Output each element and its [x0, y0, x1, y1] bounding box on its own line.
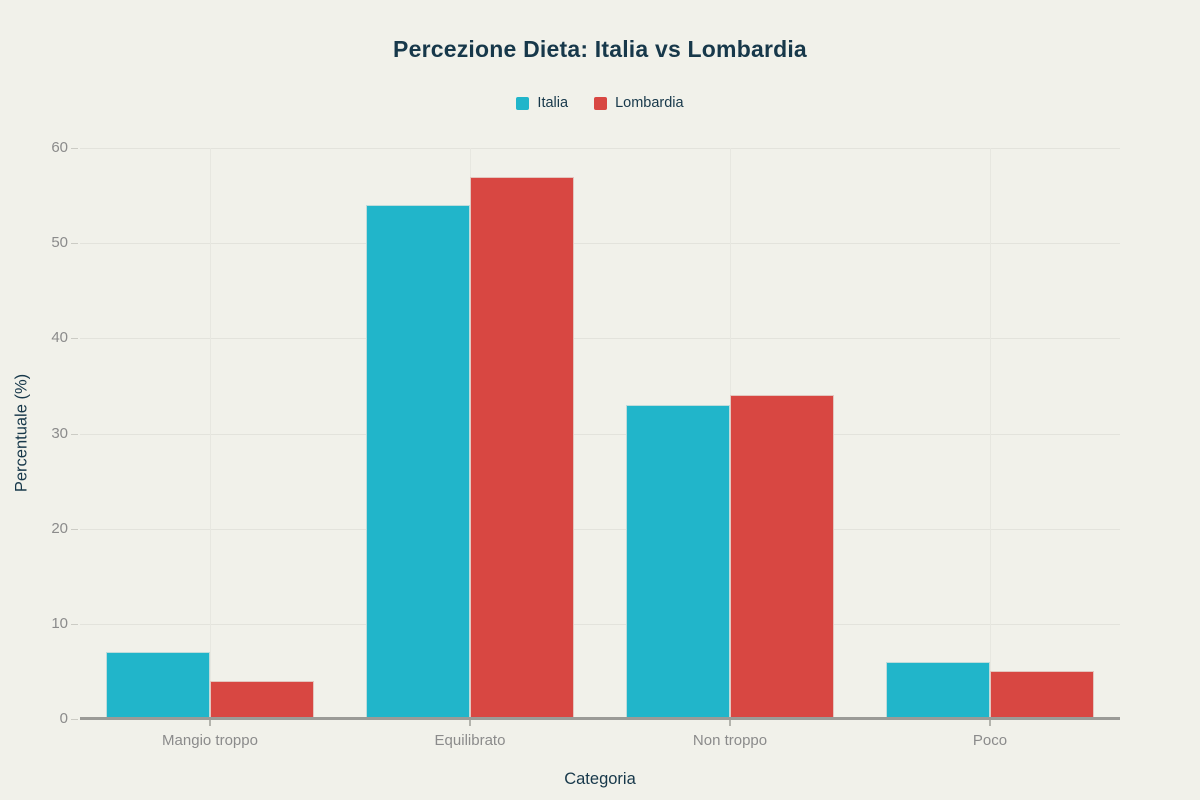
legend-label: Italia [537, 95, 569, 111]
x-axis-title: Categoria [564, 770, 636, 788]
x-tick-label: Poco [972, 732, 1008, 749]
y-tick-mark [71, 623, 78, 625]
legend-item-lombardia[interactable]: Lombardia [594, 95, 684, 111]
gridline-h-10 [80, 623, 1120, 625]
y-tick-label: 60 [51, 139, 68, 156]
legend-swatch-icon [516, 96, 530, 110]
gridline-h-40 [80, 338, 1120, 340]
x-tick-mark [729, 720, 731, 726]
bar-lombardia-0 [210, 680, 314, 719]
y-tick-mark [71, 528, 78, 530]
x-tick-label: Non troppo [692, 732, 768, 749]
x-tick-label: Equilibrato [434, 732, 506, 749]
gridline-h-50 [80, 243, 1120, 245]
y-tick-mark [71, 148, 78, 149]
y-tick-label: 50 [51, 234, 68, 252]
y-tick-label: 30 [51, 424, 68, 442]
y-tick-mark [71, 719, 78, 720]
x-axis-line [80, 717, 1120, 720]
bar-italia-2 [626, 404, 730, 719]
x-tick-mark [209, 720, 211, 726]
x-tick-mark [989, 720, 991, 726]
y-tick-label: 10 [51, 614, 68, 632]
gridline-h-30 [80, 433, 1120, 435]
y-tick-mark [71, 433, 78, 435]
chart-title: Percezione Dieta: Italia vs Lombardia [393, 36, 807, 62]
bar-lombardia-3 [990, 671, 1094, 719]
y-tick-mark [71, 243, 78, 245]
y-tick-label: 40 [51, 329, 68, 347]
legend-swatch-icon [594, 96, 608, 110]
y-tick-label: 20 [51, 519, 68, 537]
y-tick-mark [71, 338, 78, 340]
gridline-h-20 [80, 528, 1120, 530]
gridline-v-3 [989, 148, 991, 719]
plot-area [80, 148, 1120, 719]
y-tick-label: 0 [59, 710, 68, 727]
bar-lombardia-1 [470, 176, 574, 719]
gridline-v-0 [209, 148, 211, 719]
gridline-h-60 [80, 148, 1120, 149]
bar-lombardia-2 [730, 395, 834, 719]
x-tick-mark [469, 720, 471, 726]
bar-italia-1 [366, 205, 470, 719]
legend-item-italia[interactable]: Italia [516, 95, 568, 111]
bar-italia-3 [886, 661, 990, 719]
legend-label: Lombardia [615, 95, 684, 111]
bar-italia-0 [106, 652, 210, 719]
legend: Italia Lombardia [0, 94, 1200, 112]
x-tick-label: Mangio troppo [162, 732, 258, 749]
y-axis-title: Percentuale (%) [12, 373, 31, 493]
